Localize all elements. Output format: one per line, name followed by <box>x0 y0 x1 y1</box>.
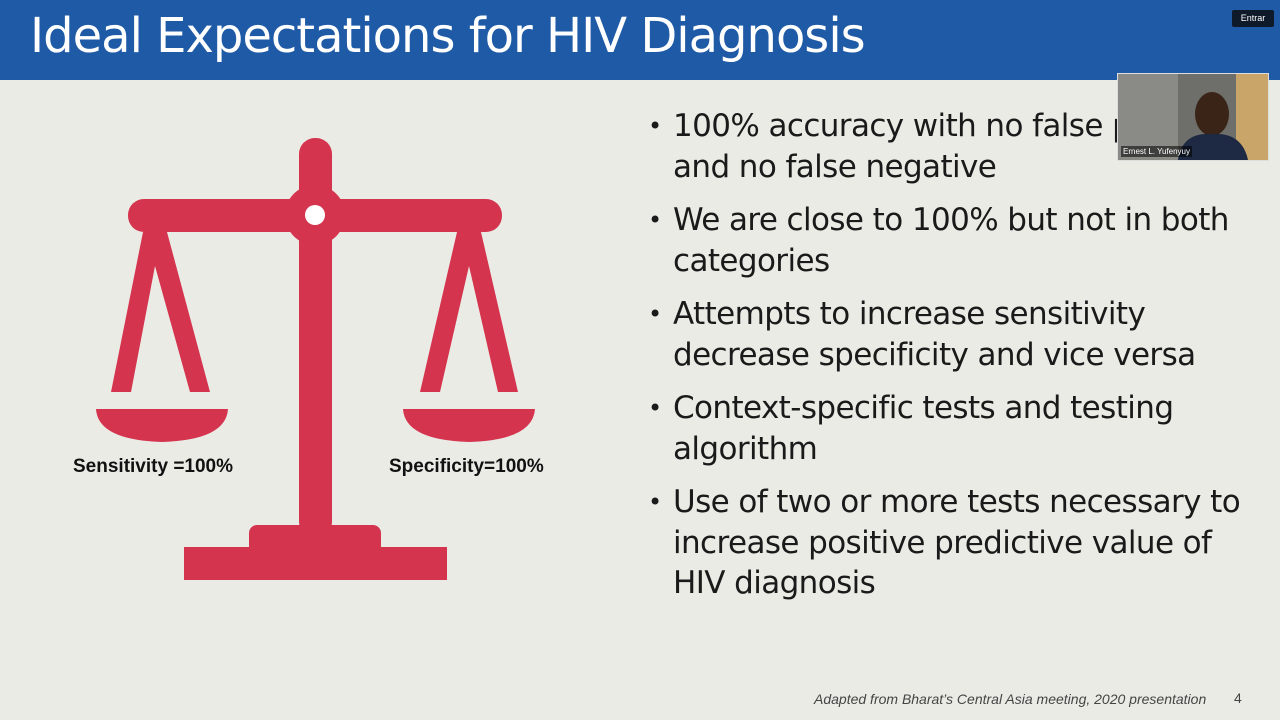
participant-name: Ernest L. Yufenyuy <box>1121 146 1193 157</box>
citation: Adapted from Bharat’s Central Asia meeti… <box>814 691 1207 707</box>
page-number: 4 <box>1234 690 1242 706</box>
specificity-label: Specificity=100% <box>389 456 544 477</box>
video-frame <box>1118 74 1268 160</box>
bullet-item: Context-specific tests and testing algor… <box>648 388 1248 469</box>
enter-button[interactable]: Entrar <box>1232 10 1274 27</box>
sensitivity-label: Sensitivity =100% <box>73 456 234 477</box>
slide-title: Ideal Expectations for HIV Diagnosis <box>30 8 866 64</box>
bullet-list: 100% accuracy with no false positive and… <box>648 106 1248 617</box>
slide-header: Ideal Expectations for HIV Diagnosis <box>0 0 1280 80</box>
bullet-item: Attempts to increase sensitivity decreas… <box>648 294 1248 375</box>
video-thumbnail[interactable]: Ernest L. Yufenyuy <box>1117 73 1269 161</box>
bullet-item: We are close to 100% but not in both cat… <box>648 200 1248 281</box>
bullet-item: Use of two or more tests necessary to in… <box>648 482 1248 604</box>
scale-icon <box>96 138 535 580</box>
